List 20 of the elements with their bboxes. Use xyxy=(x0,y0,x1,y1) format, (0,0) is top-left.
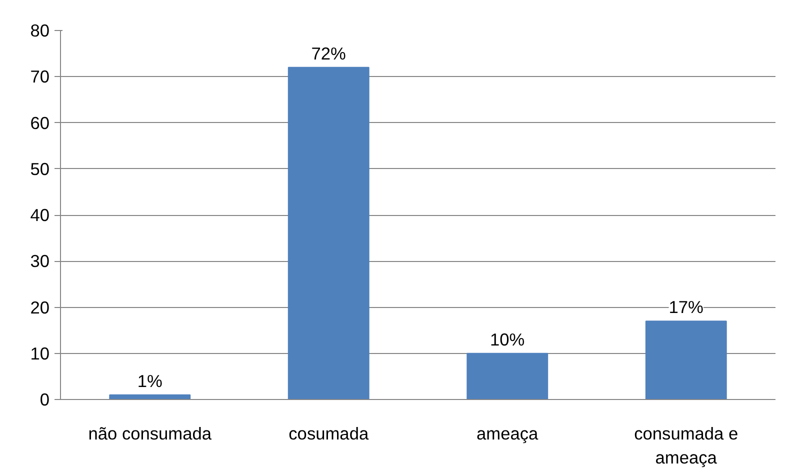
x-tick-label: consumada e ameaça xyxy=(634,424,738,468)
y-tick-label: 70 xyxy=(30,66,50,87)
x-tick-label: cosumada xyxy=(288,424,369,444)
y-tick-label: 0 xyxy=(40,390,50,410)
y-tick-label: 80 xyxy=(30,20,50,40)
data-label: 10% xyxy=(490,329,525,350)
y-tick-label: 30 xyxy=(30,251,50,272)
x-tick-label: não consumada xyxy=(88,424,212,444)
bar xyxy=(288,66,370,400)
bar xyxy=(645,320,727,400)
y-tick-label: 10 xyxy=(30,343,50,364)
data-label: 1% xyxy=(137,370,162,391)
y-tick-label: 50 xyxy=(30,158,50,179)
x-tick-label: ameaça xyxy=(476,424,539,444)
data-label: 72% xyxy=(311,43,346,64)
bar xyxy=(466,352,548,400)
data-label: 17% xyxy=(668,297,704,318)
y-tick-label: 60 xyxy=(30,112,50,133)
y-tick-label: 40 xyxy=(30,205,50,225)
y-tick-label: 20 xyxy=(30,297,50,318)
